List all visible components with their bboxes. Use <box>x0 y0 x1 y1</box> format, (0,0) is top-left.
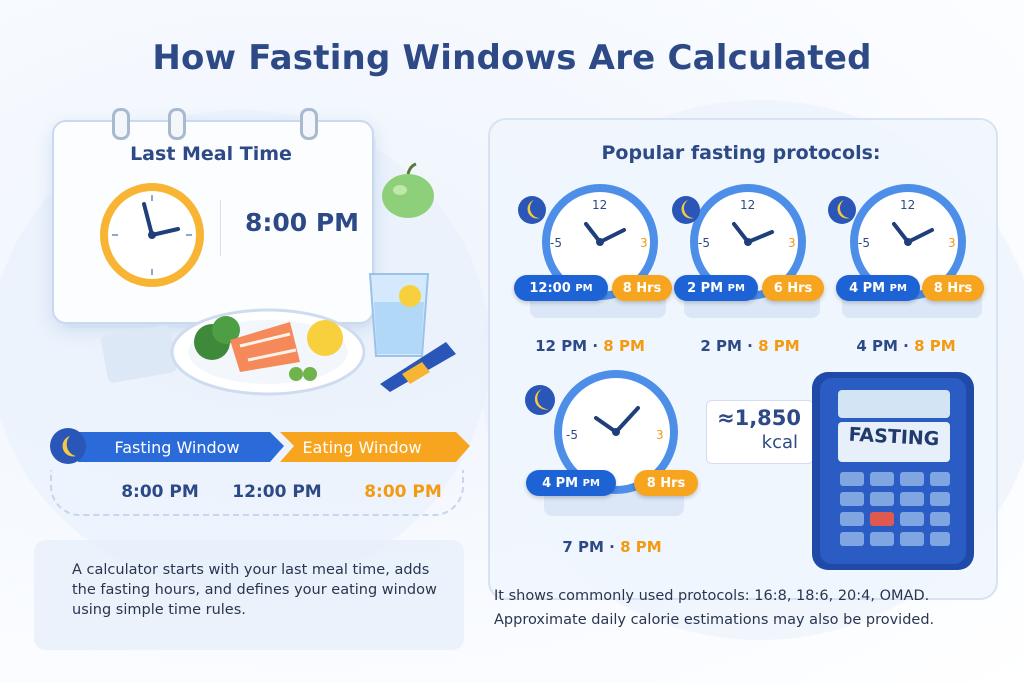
calendar-ring-icon <box>168 108 186 140</box>
timeline-dashed-bracket <box>50 470 464 516</box>
protocol-4-start: 4 PM <box>542 475 579 491</box>
pen-icon <box>380 342 456 392</box>
clock-face-icon <box>672 184 820 318</box>
calorie-unit: kcal <box>761 432 798 453</box>
protocol-3-hours: 8 Hrs <box>922 275 984 301</box>
protocol-3-start-suffix: PM <box>889 282 907 294</box>
timeline-time-end: 8:00 PM <box>364 482 442 502</box>
separator: · <box>747 337 753 355</box>
right-description: It shows commonly used protocols: 16:8, … <box>494 584 994 632</box>
eating-window-label: Eating Window <box>302 438 422 457</box>
protocol-4-hours: 8 Hrs <box>634 470 698 496</box>
page-title: How Fasting Windows Are Calculated <box>152 38 872 78</box>
water-glass-icon <box>368 273 430 357</box>
right-description-line-2: Approximate daily calorie estimations ma… <box>494 612 935 628</box>
clock-numeral-3: 3 <box>948 236 956 250</box>
clock-numeral-9: -5 <box>698 236 710 250</box>
clock-numeral-12: 12 <box>740 198 756 212</box>
protocol-4-window-start: 7 PM <box>562 538 604 556</box>
protocol-4-window: 7 PM · 8 PM <box>542 538 682 556</box>
timeline-time-mid: 12:00 PM <box>232 482 322 502</box>
calendar-divider <box>220 200 221 256</box>
meal-plate-icon <box>101 308 366 396</box>
calorie-value: ≈1,850 <box>716 406 802 430</box>
apple-icon <box>382 162 434 218</box>
protocol-clock-2: 12 -5 3 <box>664 180 824 330</box>
clock-numeral-3: 3 <box>788 236 796 250</box>
left-description-box <box>34 540 464 650</box>
protocol-4-start-suffix: PM <box>582 477 600 489</box>
last-meal-title: Last Meal Time <box>130 143 292 165</box>
fasting-eating-timeline <box>50 428 470 464</box>
left-description: A calculator starts with your last meal … <box>72 562 437 618</box>
protocol-clock-3: 12 -5 3 <box>818 180 988 330</box>
protocol-2-window-end: 8 PM <box>758 337 800 355</box>
calendar-ring-icon <box>300 108 318 140</box>
protocol-2-window-start: 2 PM <box>700 337 742 355</box>
calorie-estimate-card <box>706 400 814 464</box>
clock-face-icon <box>518 184 666 318</box>
protocol-4-start-pill: 4 PM PM <box>526 470 616 496</box>
protocol-2-hours: 6 Hrs <box>762 275 824 301</box>
protocols-title: Popular fasting protocols: <box>601 142 881 164</box>
last-meal-time: 8:00 PM <box>244 208 360 237</box>
wall-clock-icon <box>100 183 204 287</box>
separator: · <box>903 337 909 355</box>
clock-numeral-9: -5 <box>566 428 578 442</box>
protocol-clock-4: -5 3 <box>516 366 696 526</box>
clock-numeral-3: 3 <box>640 236 648 250</box>
right-description-line-1: It shows commonly used protocols: 16:8, … <box>494 588 930 604</box>
timeline-time-start: 8:00 PM <box>121 482 199 502</box>
fasting-window-label: Fasting Window <box>114 438 240 457</box>
clock-numeral-9: -5 <box>550 236 562 250</box>
clock-face-icon <box>525 370 684 516</box>
separator: · <box>592 337 599 355</box>
protocol-2-start-suffix: PM <box>727 282 745 294</box>
separator: · <box>609 538 615 556</box>
protocol-1-start-suffix: PM <box>575 282 593 294</box>
clock-numeral-12: 12 <box>900 198 916 212</box>
protocol-3-window-end: 8 PM <box>914 337 956 355</box>
protocol-3-window: 4 PM · 8 PM <box>836 337 976 355</box>
calculator-icon <box>812 372 974 570</box>
protocol-1-window-start: 12 PM <box>535 337 588 355</box>
protocol-clock-1: 12 -5 3 <box>510 180 670 330</box>
protocol-1-hours: 8 Hrs <box>612 275 672 301</box>
protocol-4-window-end: 8 PM <box>620 538 662 556</box>
protocol-1-start-pill: 12:00 PM <box>514 275 608 301</box>
protocol-1-window-end: 8 PM <box>603 337 645 355</box>
calendar-ring-icon <box>112 108 130 140</box>
protocol-1-window: 12 PM · 8 PM <box>520 337 660 355</box>
protocol-3-start-pill: 4 PM PM <box>836 275 920 301</box>
clock-numeral-3: 3 <box>656 428 664 442</box>
protocol-3-window-start: 4 PM <box>856 337 898 355</box>
clock-numeral-9: -5 <box>858 236 870 250</box>
protocol-2-start: 2 PM <box>687 280 724 296</box>
clock-numeral-12: 12 <box>592 198 608 212</box>
protocol-2-start-pill: 2 PM PM <box>674 275 758 301</box>
protocol-3-start: 4 PM <box>849 280 886 296</box>
protocol-2-window: 2 PM · 8 PM <box>680 337 820 355</box>
protocol-1-start: 12:00 <box>529 280 571 296</box>
